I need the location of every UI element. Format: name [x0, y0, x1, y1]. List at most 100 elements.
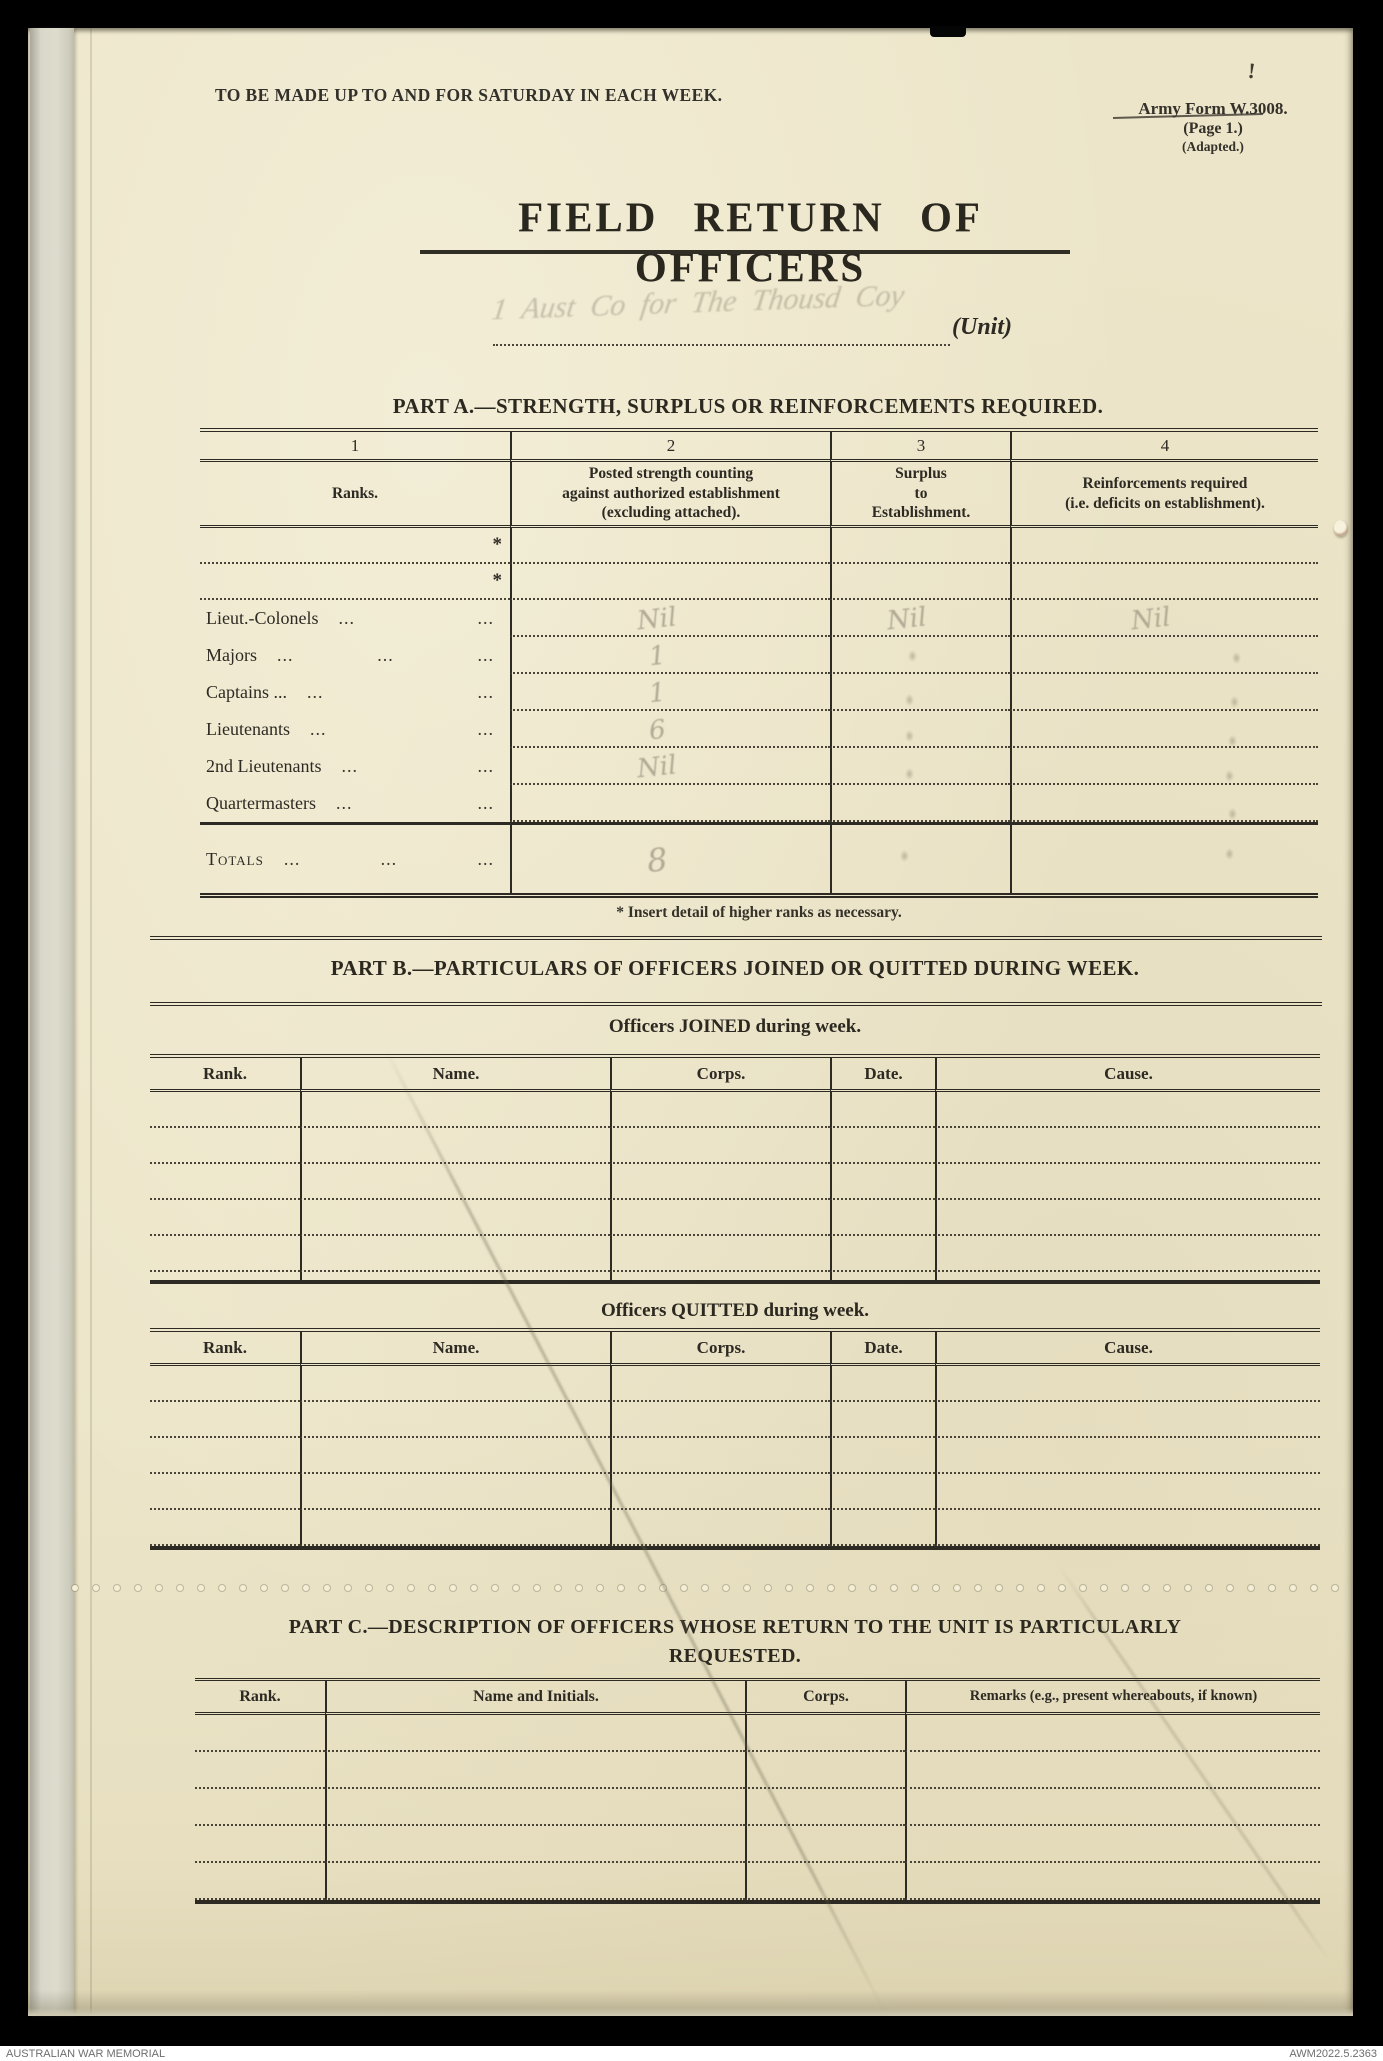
- dot-leader: ... ...: [341, 756, 494, 776]
- pencil-entry-posted: Nil: [635, 749, 679, 784]
- part-c-heading: PART C.—DESCRIPTION OF OFFICERS WHOSE RE…: [150, 1613, 1320, 1671]
- header-reinforcements: Reinforcements required (i.e. deficits o…: [1010, 462, 1318, 528]
- higher-rank-blank-row: *: [200, 564, 1318, 600]
- rank-label: Lieut.-Colonels: [206, 608, 319, 628]
- archive-reference-number: AWM2022.5.2363: [1289, 2047, 1377, 2060]
- pencil-entry-total-posted: 8: [644, 840, 670, 881]
- pencil-entry-posted: 1: [647, 640, 667, 672]
- header-corps: Corps.: [610, 1058, 830, 1092]
- pencil-smudge: [1225, 848, 1234, 860]
- pencil-smudge: [1228, 735, 1237, 747]
- form-number-block: Army Form W.3008. (Page 1.) (Adapted.): [1113, 98, 1313, 156]
- part-b-heading: PART B.—PARTICULARS OF OFFICERS JOINED O…: [330, 956, 1140, 980]
- col-number-3: 3: [830, 432, 1010, 462]
- dot-leader: ... ...: [338, 608, 494, 628]
- paper-bottom-shadow: [28, 1990, 1353, 2016]
- part-c-heading-line1: PART C.—DESCRIPTION OF OFFICERS WHOSE RE…: [288, 1616, 1182, 1638]
- header-corps: Corps.: [745, 1681, 905, 1715]
- header-cause: Cause.: [935, 1058, 1320, 1092]
- higher-rank-blank-row: *: [200, 528, 1318, 564]
- dot-leader: ... ...: [307, 682, 494, 702]
- title-underline: [420, 250, 1070, 254]
- header-rank: Rank.: [195, 1681, 325, 1715]
- header-date: Date.: [830, 1332, 935, 1366]
- dot-leader: ... ...: [335, 793, 494, 813]
- table-row: [150, 1402, 1320, 1438]
- header-rank: Rank.: [150, 1332, 300, 1366]
- dot-leader: ... ... ...: [277, 645, 494, 665]
- table-spacer: [150, 1272, 1320, 1280]
- officers-quitted-table: Rank. Name. Corps. Date. Cause.: [150, 1328, 1320, 1550]
- table-row: [150, 1200, 1320, 1236]
- table-row: [150, 1092, 1320, 1128]
- table-row: [150, 1236, 1320, 1272]
- header-surplus: Surplus to Establishment.: [830, 462, 1010, 528]
- header-corps: Corps.: [610, 1332, 830, 1366]
- asterisk-mark: *: [200, 564, 510, 600]
- section-rule: [150, 1002, 1322, 1006]
- col-number-4: 4: [1010, 432, 1318, 462]
- tape-shadow-line: [90, 28, 92, 2016]
- dot-leader: ... ...: [309, 719, 494, 739]
- header-name: Name.: [300, 1332, 610, 1366]
- header-posted-strength: Posted strength counting against authori…: [510, 462, 830, 528]
- header-date: Date.: [830, 1058, 935, 1092]
- blank-cell: [830, 528, 1010, 564]
- rank-label: Lieutenants: [206, 719, 290, 739]
- archive-source-label: AUSTRALIAN WAR MEMORIAL: [6, 2047, 166, 2060]
- officers-joined-title: Officers JOINED during week.: [608, 1016, 862, 1037]
- rank-row-lieutenants: Lieutenants ... ... 6: [200, 711, 1318, 748]
- dot-leader: ... ... ...: [283, 848, 494, 869]
- table-row: [150, 1474, 1320, 1510]
- totals-label: Totals: [206, 848, 264, 869]
- pencil-smudge: [900, 850, 909, 862]
- table-row: [150, 1438, 1320, 1474]
- header-remarks: Remarks (e.g., present whereabouts, if k…: [905, 1681, 1320, 1715]
- part-a-footnote: * Insert detail of higher ranks as neces…: [616, 904, 902, 921]
- rank-row-majors: Majors ... ... ... 1: [200, 637, 1318, 674]
- officers-joined-table: Rank. Name. Corps. Date. Cause.: [150, 1054, 1320, 1284]
- blank-cell: [830, 564, 1010, 600]
- part-c-header-row: Rank. Name and Initials. Corps. Remarks …: [195, 1681, 1320, 1715]
- col-number-2: 2: [510, 432, 830, 462]
- pencil-entry-posted: 6: [647, 714, 667, 746]
- table-row: [150, 1128, 1320, 1164]
- pencil-smudge: [1232, 652, 1241, 664]
- pencil-smudge: [905, 730, 914, 742]
- blank-cell: [510, 564, 830, 600]
- blank-cell: [1010, 528, 1318, 564]
- asterisk-mark: *: [200, 528, 510, 564]
- table-row: [195, 1752, 1320, 1789]
- pencil-entry-posted: 1: [647, 677, 667, 709]
- officers-quitted-title: Officers QUITTED during week.: [600, 1300, 870, 1321]
- form-adapted: (Adapted.): [1182, 139, 1244, 155]
- pencil-entry-reinforcements: Nil: [1129, 601, 1173, 636]
- paper-tear-mark: !: [1246, 57, 1257, 84]
- pencil-entry-posted: Nil: [635, 601, 679, 636]
- col-number-1: 1: [200, 432, 510, 462]
- pencil-smudge: [908, 650, 917, 662]
- form-page: (Page 1.): [1183, 120, 1243, 138]
- table-row: [150, 1510, 1320, 1546]
- table-row: [150, 1366, 1320, 1402]
- part-a-header-row: Ranks. Posted strength counting against …: [200, 462, 1318, 528]
- header-ranks: Ranks.: [200, 462, 510, 528]
- rank-row-2nd-lieutenants: 2nd Lieutenants ... ... Nil: [200, 748, 1318, 785]
- pencil-entry-surplus: Nil: [885, 601, 929, 636]
- pencil-smudge: [1230, 696, 1239, 708]
- rank-row-lieut-colonels: Lieut.-Colonels ... ... Nil Nil Nil: [200, 600, 1318, 637]
- table-row: [195, 1863, 1320, 1900]
- archive-caption-bar: AUSTRALIAN WAR MEMORIAL AWM2022.5.2363: [0, 2046, 1383, 2061]
- unit-dotted-line: [493, 344, 950, 346]
- part-a-table: 1 2 3 4 Ranks. Posted strength counting …: [200, 428, 1318, 898]
- pencil-smudge: [905, 768, 914, 780]
- rank-row-quartermasters: Quartermasters ... ...: [200, 785, 1318, 822]
- part-a-heading: PART A.—STRENGTH, SURPLUS OR REINFORCEME…: [392, 394, 1104, 418]
- table-row: [195, 1715, 1320, 1752]
- blank-cell: [1010, 564, 1318, 600]
- table-row: [150, 1164, 1320, 1200]
- header-cause: Cause.: [935, 1332, 1320, 1366]
- section-rule: [150, 936, 1322, 940]
- table-row: [195, 1789, 1320, 1826]
- perforation-line: [70, 1583, 1350, 1594]
